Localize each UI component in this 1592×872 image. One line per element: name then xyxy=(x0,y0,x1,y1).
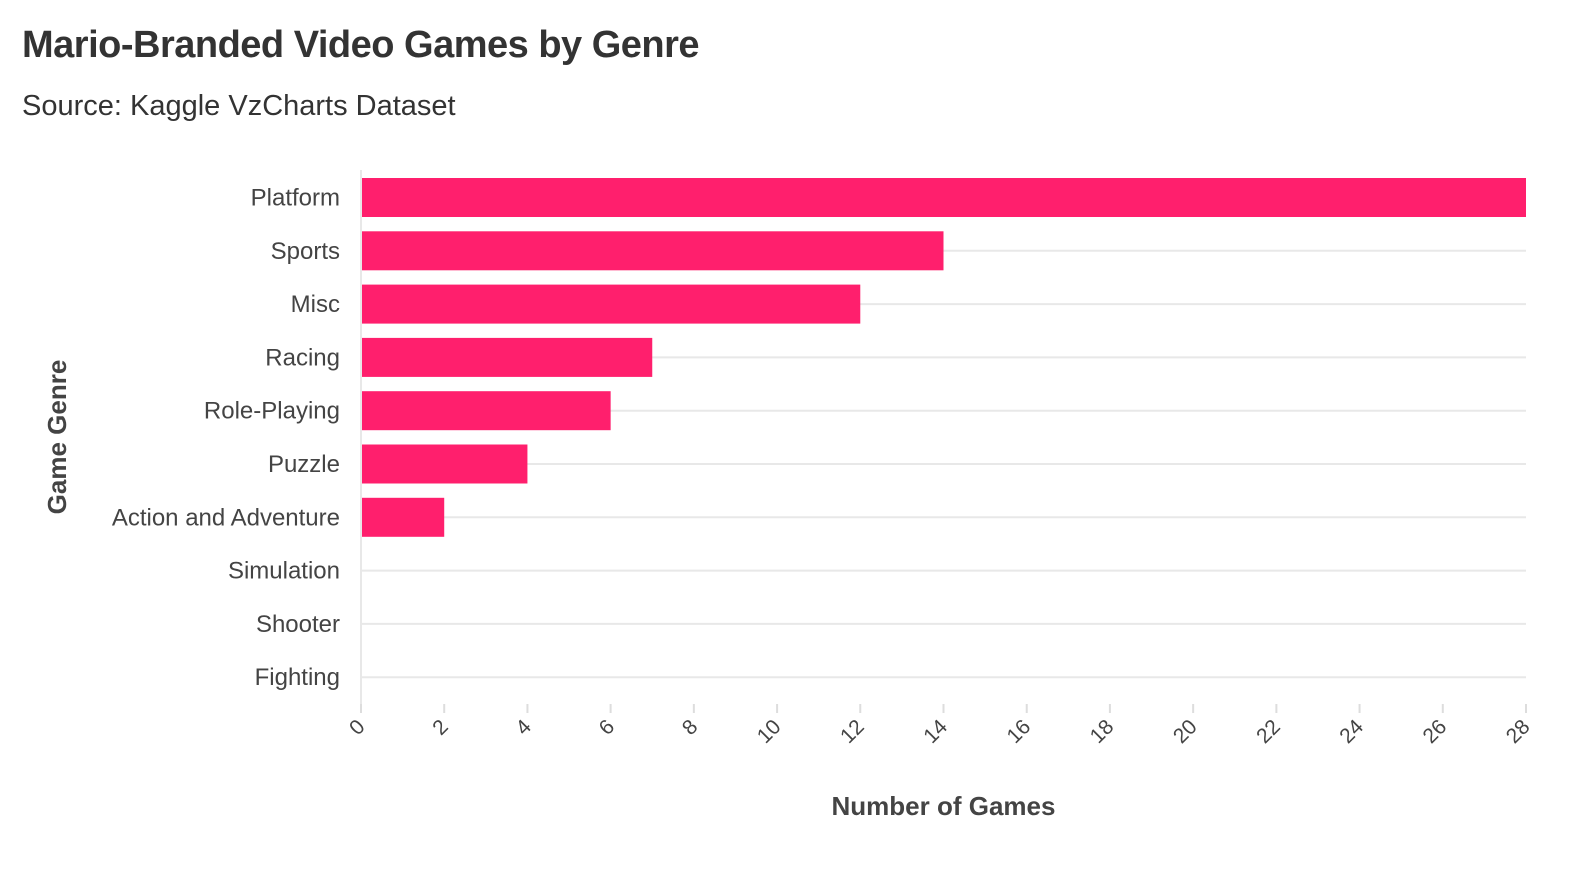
chart-title: Mario-Branded Video Games by Genre xyxy=(22,24,700,66)
bar-misc xyxy=(361,284,861,324)
x-axis-ticks: 0 2 4 6 8 10 12 14 16 18 20 22 24 26 28 xyxy=(345,704,1535,748)
bar-sports xyxy=(361,231,944,271)
category-label: Puzzle xyxy=(268,451,340,478)
x-tick-label: 28 xyxy=(1502,715,1535,748)
category-label: Platform xyxy=(251,185,340,212)
x-tick-label: 0 xyxy=(345,715,370,740)
bar-platform xyxy=(361,178,1526,217)
y-axis-title: Game Genre xyxy=(42,360,72,515)
x-tick-label: 2 xyxy=(428,715,453,740)
x-tick-label: 6 xyxy=(595,715,620,740)
x-tick-label: 12 xyxy=(836,715,869,748)
category-label: Racing xyxy=(265,344,340,371)
x-tick-label: 16 xyxy=(1002,715,1035,748)
bar-role-playing xyxy=(361,391,611,431)
bar-puzzle xyxy=(361,444,528,484)
x-tick-label: 20 xyxy=(1169,715,1202,748)
x-tick-label: 4 xyxy=(511,715,536,740)
x-axis-title: Number of Games xyxy=(832,791,1056,821)
x-tick-label: 8 xyxy=(678,715,703,740)
category-label: Simulation xyxy=(228,558,340,585)
bar-racing xyxy=(361,337,653,377)
category-label: Misc xyxy=(291,291,340,318)
category-label: Sports xyxy=(271,238,340,265)
x-tick-label: 22 xyxy=(1252,715,1285,748)
category-label: Action and Adventure xyxy=(112,504,340,531)
category-label: Fighting xyxy=(255,664,340,691)
category-label: Role-Playing xyxy=(204,398,340,425)
bar-action-and-adventure xyxy=(361,497,445,537)
x-tick-label: 10 xyxy=(753,715,786,748)
x-tick-label: 24 xyxy=(1335,715,1368,748)
x-tick-label: 18 xyxy=(1086,715,1119,748)
x-tick-label: 14 xyxy=(919,715,952,748)
category-labels: Platform Sports Misc Racing Role-Playing Puzz… xyxy=(112,185,340,692)
x-tick-label: 26 xyxy=(1419,715,1452,748)
bars xyxy=(361,178,1526,537)
chart-subtitle: Source: Kaggle VzCharts Dataset xyxy=(22,90,456,122)
category-label: Shooter xyxy=(256,611,340,638)
